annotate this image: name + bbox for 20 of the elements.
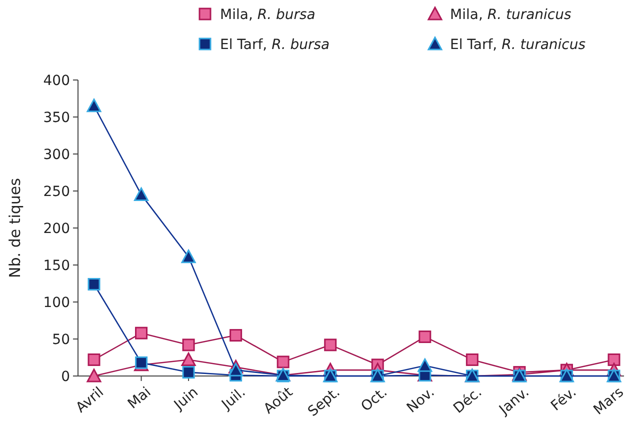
y-tick-label: 150 [43,258,70,274]
y-tick-label: 350 [43,110,70,126]
legend-label: Mila, R. turanicus [450,6,572,23]
y-tick-label: 100 [43,294,70,311]
y-tick-label: 0 [61,368,70,385]
x-tick-label: Nov. [404,384,438,416]
x-tick-label: Déc. [450,384,486,417]
legend-label: El Tarf, R. turanicus [450,36,586,53]
y-tick-label: 250 [43,184,70,200]
x-tick-label: Juil. [218,384,249,414]
y-tick-label: 200 [43,220,70,237]
x-tick-label: Mai [125,384,154,412]
x-tick-label: Oct. [358,384,391,415]
legend-label: Mila, R. bursa [220,6,316,23]
y-axis-title: Nb. de tiques [6,178,24,278]
x-tick-label: Fév. [548,384,580,414]
legend-label: El Tarf, R. bursa [220,36,330,53]
y-tick-label: 300 [43,146,70,163]
y-tick-label: 50 [52,332,70,348]
y-tick-label: 400 [43,72,70,89]
